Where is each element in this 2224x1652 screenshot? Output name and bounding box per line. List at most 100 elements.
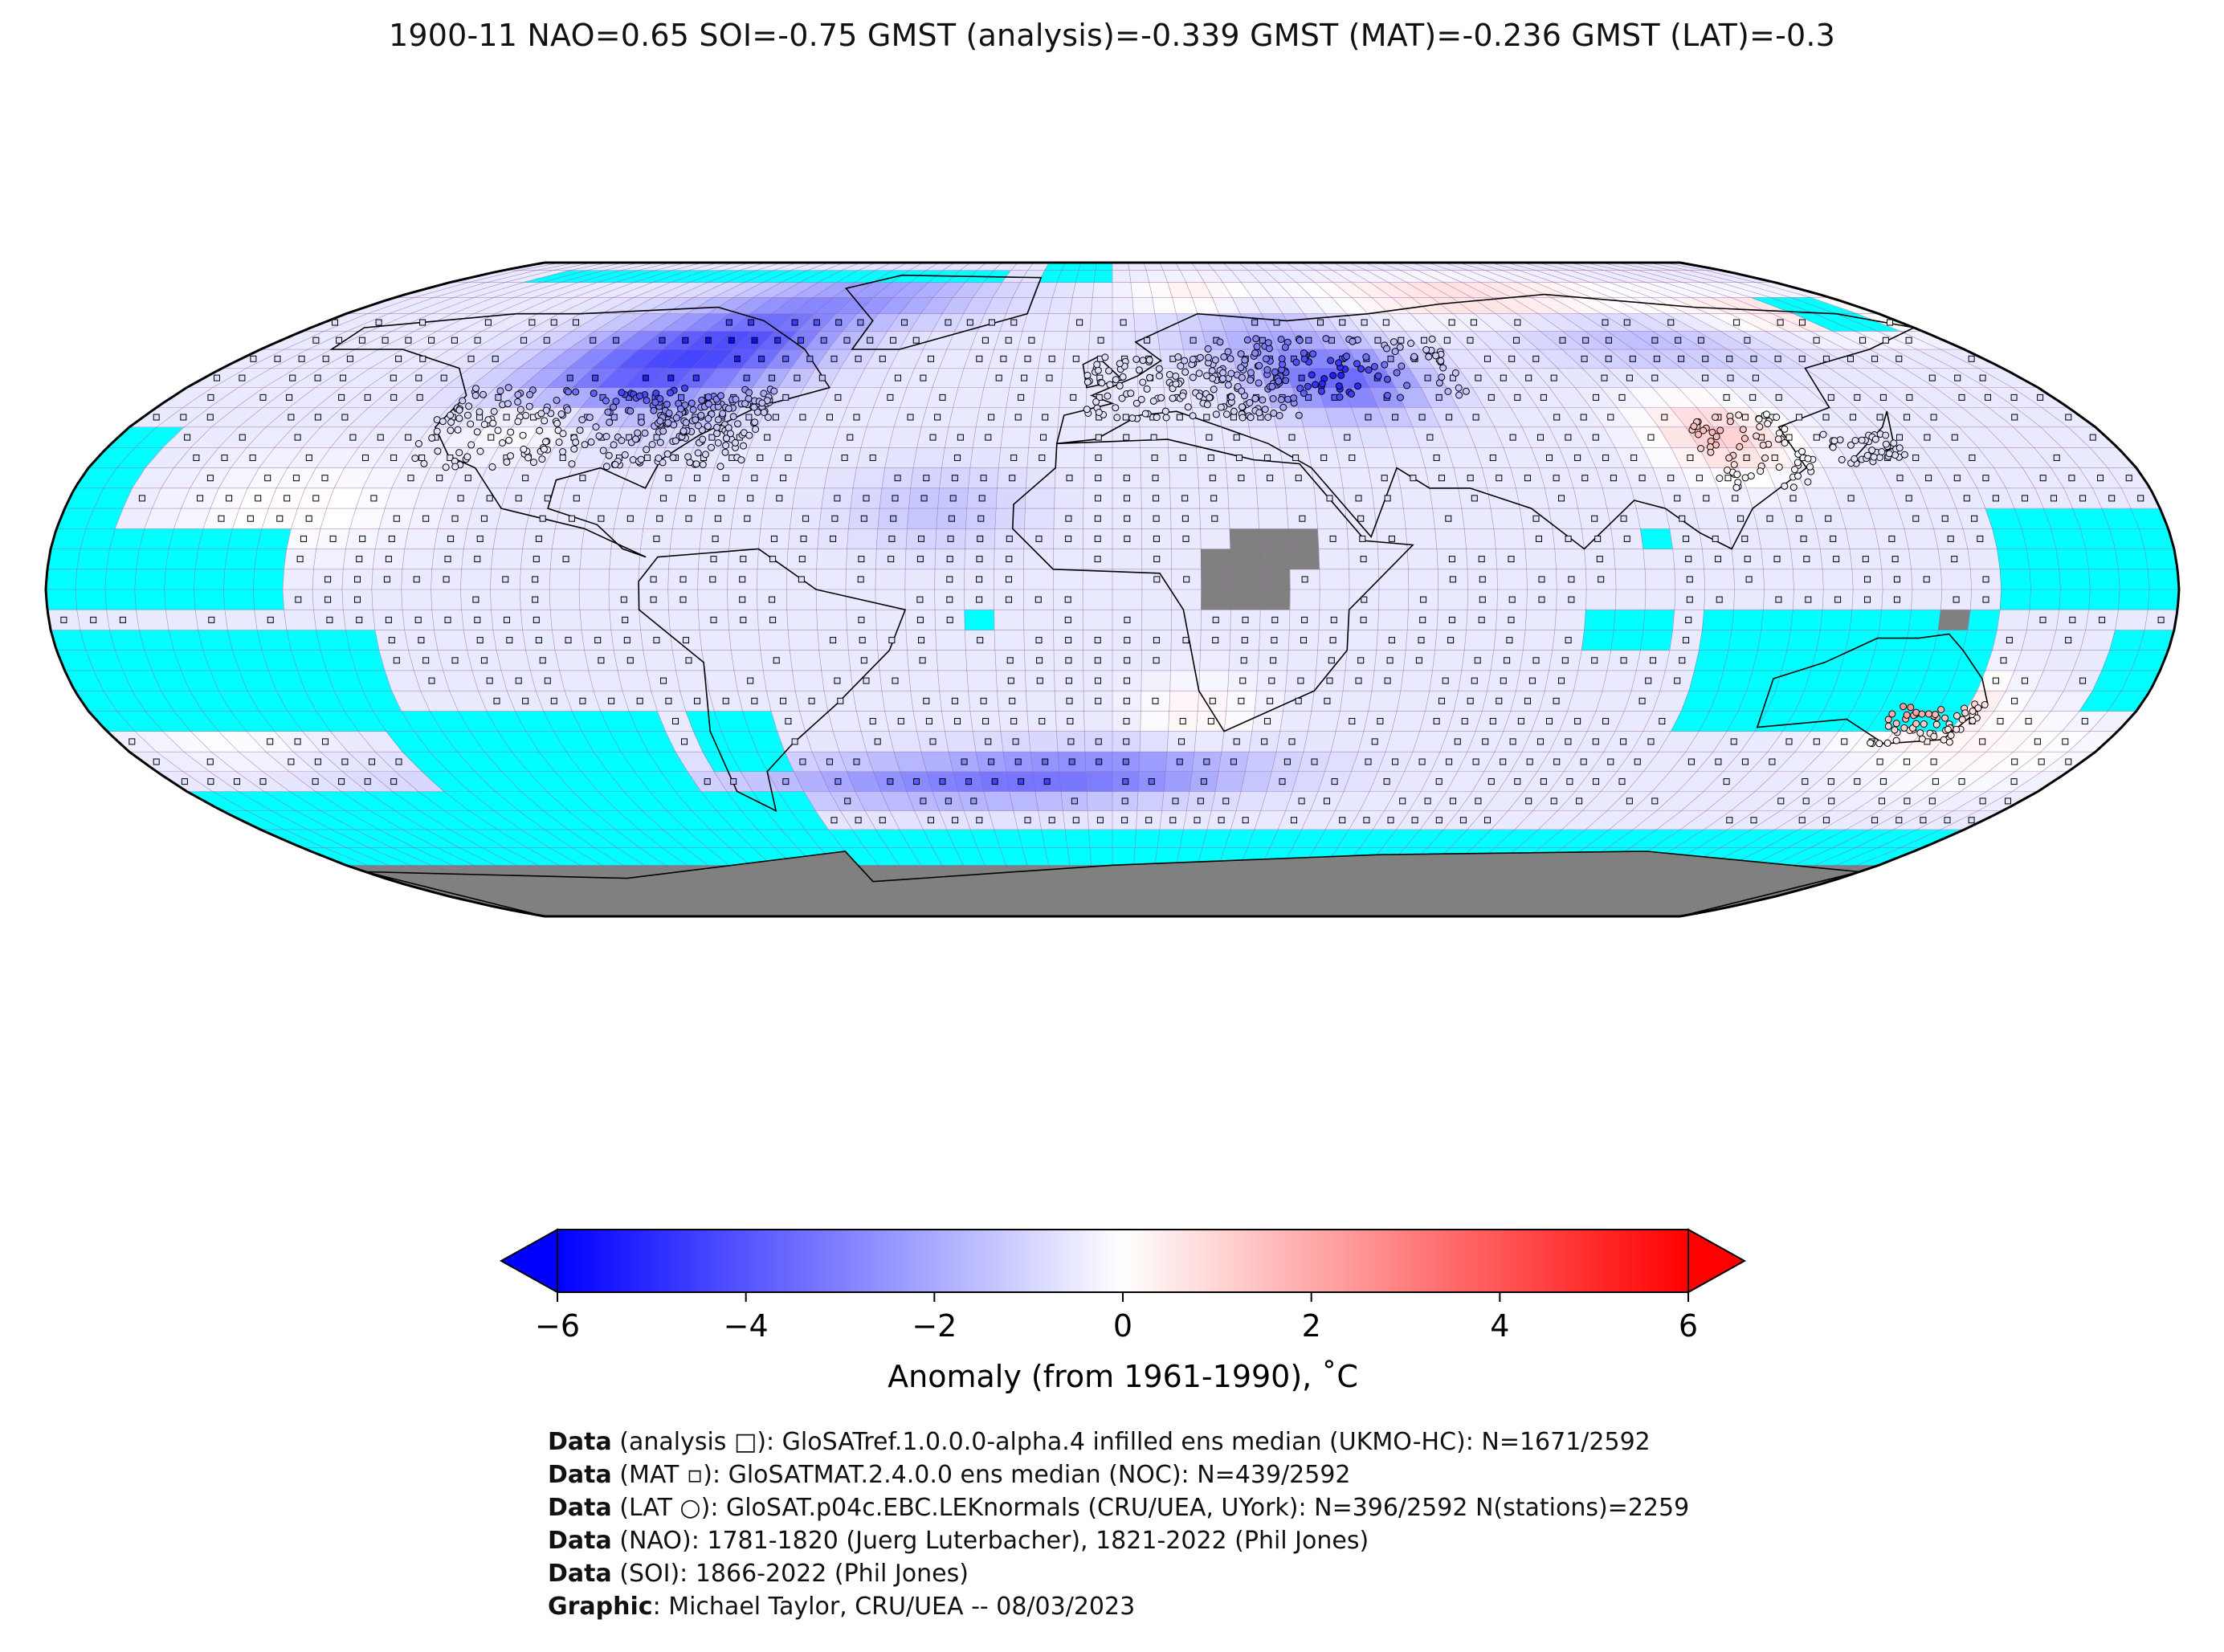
analysis-marker: [907, 414, 914, 421]
station-marker: [643, 446, 651, 454]
station-marker: [655, 455, 663, 462]
grid-cell: [1614, 569, 1647, 590]
station-marker: [1157, 394, 1165, 402]
grid-cell: [136, 549, 169, 570]
analysis-marker: [613, 337, 619, 344]
grid-cell: [46, 569, 78, 590]
analysis-marker: [1329, 535, 1336, 542]
analysis-marker: [643, 455, 651, 461]
analysis-marker: [1122, 758, 1129, 765]
grid-cell: [979, 387, 1010, 408]
station-marker: [1094, 366, 1102, 374]
analysis-marker: [1871, 355, 1879, 362]
analysis-marker: [1153, 637, 1160, 644]
analysis-marker: [369, 758, 375, 765]
analysis-marker: [338, 394, 345, 401]
station-marker: [1365, 366, 1373, 374]
analysis-marker: [2037, 394, 2044, 401]
grid-cell: [1581, 630, 1614, 651]
station-marker: [1104, 392, 1112, 400]
station-marker: [737, 456, 745, 464]
grid-cell: [1849, 609, 1883, 630]
grid-cell: [1044, 847, 1071, 866]
grid-cell: [1244, 751, 1277, 773]
analysis-marker: [949, 495, 957, 502]
grid-cell: [1227, 487, 1259, 509]
station-marker: [1793, 459, 1802, 467]
analysis-marker: [492, 355, 499, 362]
analysis-marker: [2025, 718, 2032, 724]
grid-cell: [816, 549, 847, 570]
station-marker: [1119, 373, 1127, 381]
station-marker: [525, 402, 533, 410]
analysis-marker: [620, 596, 627, 603]
grid-cell: [815, 569, 847, 590]
station-marker: [1981, 701, 1989, 708]
analysis-marker: [1596, 556, 1603, 563]
analysis-marker: [544, 495, 551, 502]
station-marker: [1336, 394, 1344, 401]
analysis-marker: [60, 616, 67, 623]
grid-cell: [165, 549, 199, 570]
analysis-marker: [1095, 434, 1102, 441]
analysis-marker: [375, 319, 382, 326]
analysis-marker: [1958, 778, 1965, 785]
analysis-marker: [1508, 556, 1515, 563]
grid-cell: [1967, 549, 2001, 570]
analysis-marker: [1450, 797, 1456, 805]
station-marker: [467, 441, 475, 449]
analysis-marker: [1653, 355, 1660, 362]
analysis-marker: [1743, 455, 1750, 461]
analysis-marker: [1905, 495, 1912, 502]
analysis-marker: [415, 374, 422, 381]
analysis-marker: [1532, 355, 1540, 362]
analysis-marker: [1212, 616, 1219, 623]
analysis-marker: [608, 697, 615, 704]
analysis-marker: [667, 374, 675, 381]
analysis-marker: [1536, 535, 1542, 542]
grid-cell: [944, 731, 977, 753]
analysis-marker: [1626, 374, 1633, 381]
analysis-marker: [1723, 778, 1730, 785]
analysis-marker: [888, 535, 896, 542]
station-marker: [611, 461, 619, 468]
analysis-marker: [1841, 738, 1848, 745]
analysis-marker: [1144, 337, 1151, 344]
analysis-marker: [757, 455, 764, 461]
analysis-marker: [385, 616, 392, 623]
grid-cell: [818, 650, 851, 671]
station-marker: [659, 427, 667, 435]
station-marker: [1261, 406, 1269, 414]
grid-cell: [1406, 549, 1438, 570]
analysis-marker: [2010, 394, 2018, 401]
analysis-marker: [1264, 718, 1271, 724]
analysis-marker: [1685, 616, 1692, 623]
grid-cell: [1613, 609, 1646, 630]
station-marker: [1830, 437, 1838, 445]
station-marker: [1155, 372, 1163, 380]
station-marker: [1393, 369, 1401, 377]
analysis-marker: [1424, 797, 1431, 805]
grid-cell: [1573, 670, 1608, 691]
station-marker: [505, 436, 513, 444]
analysis-marker: [1292, 455, 1300, 461]
analysis-marker: [722, 697, 729, 704]
analysis-marker: [539, 657, 546, 664]
grid-cell: [2079, 630, 2116, 651]
station-marker: [1804, 478, 1812, 486]
analysis-marker: [879, 817, 886, 824]
analysis-marker: [1424, 374, 1431, 381]
station-marker: [1246, 399, 1254, 406]
station-marker: [1149, 397, 1157, 405]
analysis-marker: [226, 495, 233, 502]
station-marker: [688, 399, 696, 407]
analysis-marker: [1771, 455, 1778, 461]
station-marker: [576, 426, 584, 434]
analysis-marker: [1478, 616, 1485, 623]
analysis-marker: [1124, 535, 1131, 542]
grid-cell: [164, 569, 196, 590]
analysis-marker: [1623, 319, 1630, 326]
grid-cell: [904, 569, 936, 590]
station-marker: [770, 387, 778, 395]
analysis-marker: [2022, 677, 2028, 684]
